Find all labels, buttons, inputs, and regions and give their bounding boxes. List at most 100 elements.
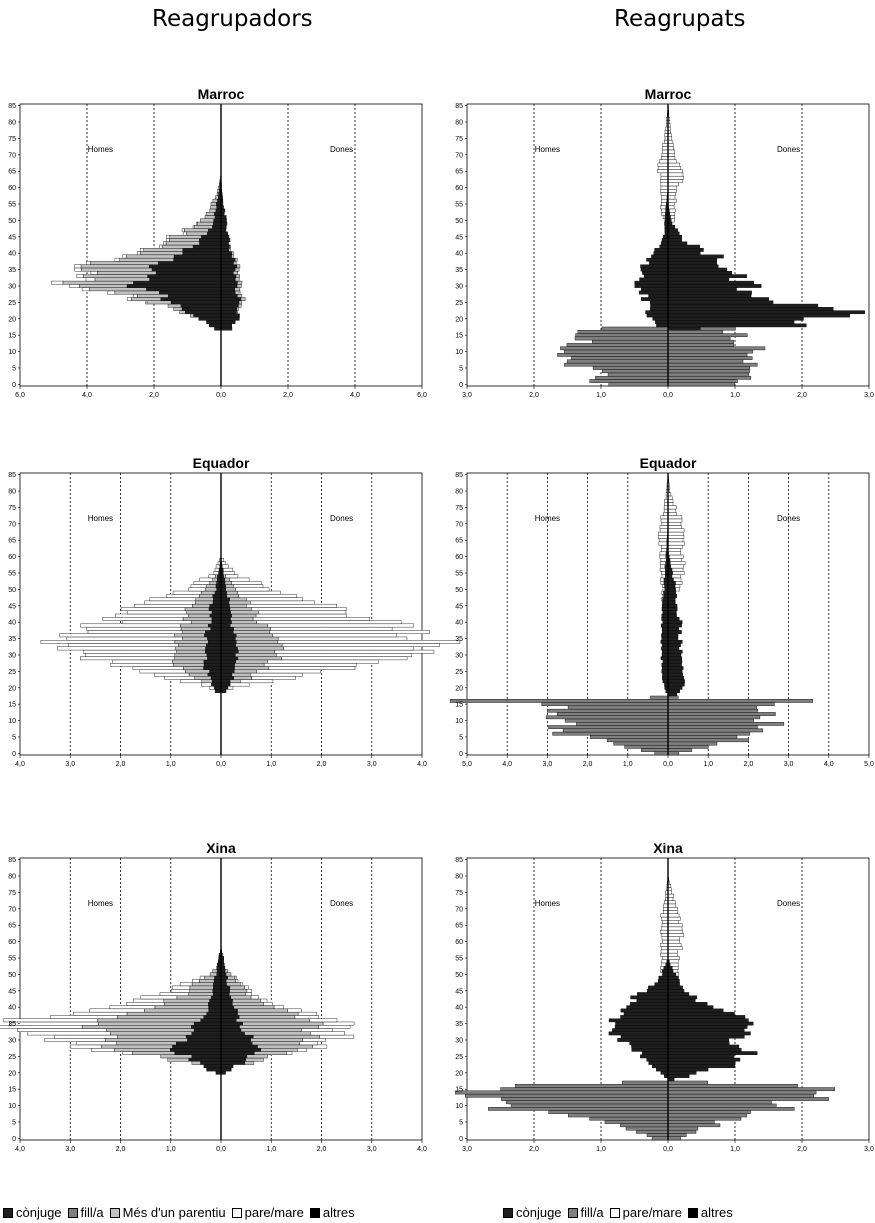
pyramid-bar-pare <box>659 929 669 934</box>
pyramid-bar-mes <box>131 297 162 301</box>
pyramid-bar-mes <box>223 574 226 579</box>
pyramid-bar-mes <box>236 633 273 638</box>
pyramid-bar-conjuge <box>667 988 685 993</box>
pyramid-bar-fill <box>667 1100 772 1105</box>
y-tick-label: 45 <box>8 988 16 995</box>
pyramid-bar-mes <box>179 310 186 315</box>
pyramid-bar-mes <box>83 274 148 278</box>
pyramid-bar-pare <box>660 581 665 585</box>
pyramid-bar-mes <box>233 630 271 634</box>
pyramid-bar-mes <box>182 630 206 634</box>
pyramid-bar-fill <box>566 359 669 364</box>
chart-svg: Equador Homes Dones 0 5 10 15 20 25 30 35 40 45 50 55 6… <box>449 455 874 768</box>
pyramid-bar-fill <box>510 1103 669 1108</box>
pyramid-bar-conjuge <box>220 679 231 684</box>
pyramid-bar-conjuge <box>649 261 669 265</box>
pyramid-bar-conjuge <box>637 992 669 996</box>
y-tick-label: 80 <box>455 874 463 881</box>
y-tick-label: 60 <box>455 185 463 192</box>
pyramid-bar-pare <box>659 525 668 529</box>
pyramid-bar-pare <box>268 666 356 670</box>
x-tick-label: 1,0 <box>703 761 713 768</box>
pyramid-bar-conjuge <box>148 264 222 269</box>
pyramid-bar-pare <box>660 952 669 957</box>
pyramid-bar-pare <box>661 933 669 937</box>
pyramid-bar-fill <box>636 1129 669 1134</box>
pyramid-bar-pare <box>114 257 120 262</box>
pyramid-bar-mes <box>237 656 282 661</box>
pyramid-bar-conjuge <box>661 646 669 651</box>
x-tick-label: 4,0 <box>350 392 360 399</box>
pyramid-bar-mes <box>229 985 245 990</box>
pyramid-bar-conjuge <box>173 257 222 262</box>
pyramid-bar-mes <box>234 666 270 670</box>
pyramid-bar-conjuge <box>667 225 676 229</box>
pyramid-bar-fill <box>514 1084 669 1088</box>
pyramid-bar-mes <box>254 1051 287 1055</box>
pyramid-bar-mes <box>197 221 214 226</box>
pyramid-bar-pare <box>122 254 127 259</box>
pyramid-bar-pare <box>85 653 175 657</box>
pyramid-bar-pare <box>667 505 677 510</box>
pyramid-bar-pare <box>667 538 684 543</box>
pyramid-bar-pare <box>214 567 220 572</box>
pyramid-bar-pare <box>267 659 380 664</box>
pyramid-bar-fill <box>557 712 669 716</box>
pyramid-bar-pare <box>659 561 666 566</box>
x-tick-label: 4,0 <box>417 761 427 768</box>
pyramid-bar-conjuge <box>667 313 851 318</box>
pyramid-bar-conjuge <box>667 1031 751 1036</box>
pyramid-bar-conjuge <box>667 594 678 598</box>
y-tick-label: 75 <box>8 136 16 143</box>
pyramid-bar-pare <box>667 152 675 157</box>
pyramid-bar-conjuge <box>191 1031 222 1036</box>
pyramid-bar-mes <box>252 1041 300 1046</box>
pyramid-bar-conjuge <box>214 689 222 693</box>
pyramid-bar-pare <box>250 672 303 677</box>
pyramid-bar-conjuge <box>662 600 669 605</box>
pyramid-bar-mes <box>237 1011 299 1016</box>
pyramid-bar-conjuge <box>667 643 681 647</box>
pyramid-bar-pare <box>140 995 178 1000</box>
pyramid-bar-pare <box>667 900 676 905</box>
pyramid-bar-conjuge <box>220 248 230 252</box>
pyramid-bar-conjuge <box>667 293 752 298</box>
pyramid-bar-pare <box>660 179 669 183</box>
pyramid-bar-pare <box>221 561 227 566</box>
pyramid-bar-mes <box>204 587 217 592</box>
pyramid-bar-conjuge <box>667 623 682 628</box>
pyramid-bar-mes <box>116 1034 187 1039</box>
pyramid-bar-conjuge <box>660 1070 669 1075</box>
pyramid-bar-conjuge <box>212 225 222 229</box>
pyramid-bar-fill <box>601 326 669 331</box>
pyramid-bar-fill <box>667 699 813 703</box>
pyramid-bar-mes <box>89 287 147 292</box>
pyramid-bar-pare <box>660 969 663 973</box>
pyramid-bar-pare <box>246 603 337 608</box>
pyramid-bar-fill <box>574 336 669 341</box>
pyramid-bar-conjuge <box>656 323 669 328</box>
y-tick-label: 60 <box>8 554 16 561</box>
pyramid-bar-fill <box>601 369 669 374</box>
pyramid-bar-pare <box>661 600 663 605</box>
pyramid-bar-mes <box>204 215 216 219</box>
pyramid-bar-pare <box>139 248 144 252</box>
pyramid-bar-pare <box>657 162 669 167</box>
pyramid-bar-fill <box>667 744 709 749</box>
y-tick-label: 0 <box>12 382 16 389</box>
pyramid-bar-mes <box>183 666 204 670</box>
pyramid-bar-conjuge <box>220 290 236 295</box>
pyramid-bar-conjuge <box>207 672 222 677</box>
pyramid-bar-conjuge <box>667 326 701 331</box>
pyramid-bar-mes <box>228 241 230 246</box>
x-tick-label: 2,0 <box>283 392 293 399</box>
pyramid-bar-pare <box>312 1044 328 1049</box>
pyramid-bar-conjuge <box>667 979 680 983</box>
x-tick-label: 1,0 <box>730 392 740 399</box>
homes-label: Homes <box>88 514 113 523</box>
x-tick-label: 5,0 <box>864 761 874 768</box>
pyramid-bar-mes <box>232 1002 264 1006</box>
pyramid-bar-conjuge <box>208 607 222 611</box>
pyramid-bar-pare <box>227 685 234 690</box>
y-tick-label: 5 <box>459 734 463 741</box>
